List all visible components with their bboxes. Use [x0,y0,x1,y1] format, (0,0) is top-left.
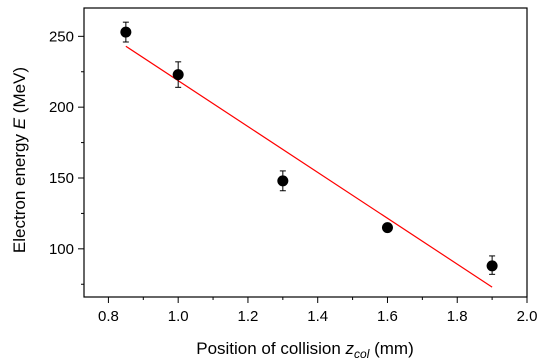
data-point [120,26,132,38]
y-axis-title: Electron energy E (MeV) [10,67,29,253]
data-point [277,175,289,187]
data-point [172,69,184,81]
y-tick-label: 250 [49,28,74,45]
fit-line [125,45,493,288]
y-tick-label: 200 [49,99,74,116]
y-axis: 100 150 200 250 [49,28,84,285]
y-tick-label: 100 [49,241,74,258]
x-tick-label: 1.2 [238,308,259,325]
x-tick-label: 2.0 [517,308,538,325]
plot-area [83,7,528,298]
y-tick-label: 150 [49,170,74,187]
data-point [486,260,498,272]
x-axis-title: Position of collision zcol (mm) [196,339,414,360]
data-points-layer [120,21,498,275]
x-tick-label: 1.0 [168,308,189,325]
fit-line-layer [125,45,493,288]
plot-frame [83,7,528,298]
x-tick-label: 1.8 [447,308,468,325]
x-tick-label: 1.6 [377,308,398,325]
x-axis: 0.8 1.0 1.2 1.4 1.6 1.8 2.0 [98,297,537,325]
x-tick-label: 1.4 [307,308,328,325]
x-tick-label: 0.8 [98,308,119,325]
data-point [381,222,393,234]
